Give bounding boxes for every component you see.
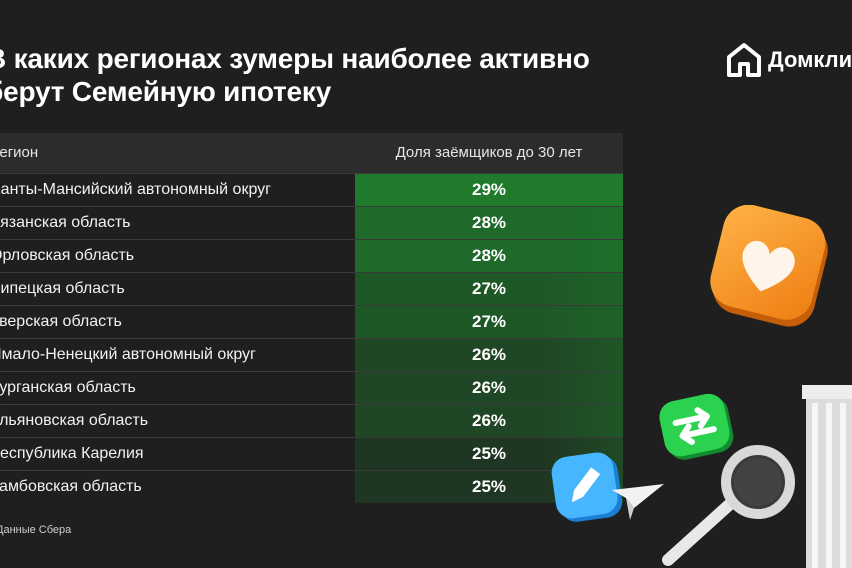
cell-region: Орловская область (0, 247, 135, 264)
table-row: Ульяновская область 26% (0, 404, 623, 437)
cell-share: 28% (355, 207, 623, 239)
cell-region: Ямало-Ненецкий автономный округ (0, 346, 256, 363)
cell-region: Республика Карелия (0, 445, 144, 462)
magnifier-icon (662, 445, 795, 566)
table-row: Тверская область 27% (0, 305, 623, 338)
table-header: Регион Доля заёмщиков до 30 лет (0, 133, 623, 173)
header-share: Доля заёмщиков до 30 лет (395, 144, 583, 161)
heart-app-icon (710, 205, 828, 327)
table-row: Республика Карелия 25% (0, 437, 623, 470)
columns-decoration-icon (802, 385, 852, 568)
house-logo-icon (727, 43, 761, 77)
table-row: Курганская область 26% (0, 371, 623, 404)
cell-share: 27% (355, 306, 623, 338)
cell-region: Ульяновская область (0, 412, 149, 429)
table-row: Рязанская область 28% (0, 206, 623, 239)
cell-share: 26% (355, 372, 623, 404)
domclick-logo: Домкли (726, 42, 852, 78)
table-row: Тамбовская область 25% (0, 470, 623, 503)
header-region: Регион (0, 144, 39, 161)
cell-region: Тамбовская область (0, 478, 142, 495)
cell-share: 27% (355, 273, 623, 305)
table-row: Ямало-Ненецкий автономный округ 26% (0, 338, 623, 371)
cell-share: 26% (355, 339, 623, 371)
exchange-app-icon (659, 393, 734, 460)
pencil-app-icon (551, 452, 664, 522)
cell-region: Липецкая область (0, 280, 125, 297)
cell-region: Курганская область (0, 379, 136, 396)
regions-table: Регион Доля заёмщиков до 30 лет Ханты-Ма… (0, 133, 623, 503)
cell-share: 25% (355, 438, 623, 470)
cell-share: 29% (355, 174, 623, 206)
table-row: Липецкая область 27% (0, 272, 623, 305)
cell-region: Ханты-Мансийский автономный округ (0, 181, 271, 198)
source-note: Данные Сбера (0, 524, 72, 536)
page-title: В каких регионах зумеры наиболее активно… (0, 43, 590, 107)
cell-share: 26% (355, 405, 623, 437)
cell-share: 28% (355, 240, 623, 272)
logo-text: Домкли (768, 47, 852, 72)
table-row: Ханты-Мансийский автономный округ 29% (0, 173, 623, 206)
cell-region: Рязанская область (0, 214, 131, 231)
table-row: Орловская область 28% (0, 239, 623, 272)
table-body: Ханты-Мансийский автономный округ 29% Ряза… (0, 173, 623, 503)
cell-region: Тверская область (0, 313, 122, 330)
